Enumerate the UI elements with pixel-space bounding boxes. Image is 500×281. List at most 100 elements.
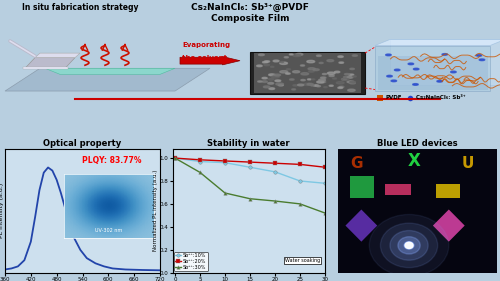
Sb³⁺:30% <box>247 197 253 200</box>
Circle shape <box>280 62 283 63</box>
Circle shape <box>268 74 275 76</box>
Circle shape <box>264 64 270 66</box>
Circle shape <box>328 72 335 74</box>
Sb³⁺:10% <box>297 179 303 183</box>
Circle shape <box>390 230 428 260</box>
Circle shape <box>348 89 355 91</box>
Circle shape <box>324 87 327 88</box>
Sb³⁺:20% <box>197 158 203 162</box>
Circle shape <box>301 73 308 75</box>
Title: Blue LED devices: Blue LED devices <box>376 139 458 148</box>
Polygon shape <box>35 53 80 58</box>
Circle shape <box>398 237 420 254</box>
Circle shape <box>275 80 280 81</box>
Circle shape <box>329 85 333 86</box>
Circle shape <box>268 78 274 80</box>
Circle shape <box>327 60 334 62</box>
Circle shape <box>292 71 300 73</box>
Text: PLQY: 83.77%: PLQY: 83.77% <box>82 156 142 165</box>
Circle shape <box>350 68 354 70</box>
Circle shape <box>329 75 334 76</box>
Circle shape <box>274 74 280 76</box>
Circle shape <box>405 242 413 248</box>
Circle shape <box>386 54 391 56</box>
Circle shape <box>339 62 344 63</box>
Circle shape <box>293 54 300 57</box>
Bar <box>390 39 500 85</box>
Sb³⁺:20% <box>322 166 328 169</box>
Circle shape <box>286 69 290 70</box>
Circle shape <box>347 81 354 83</box>
Circle shape <box>349 74 354 76</box>
Circle shape <box>280 62 287 64</box>
Circle shape <box>352 76 356 77</box>
Text: U: U <box>462 156 474 171</box>
Circle shape <box>268 82 274 84</box>
Circle shape <box>346 76 353 78</box>
Circle shape <box>293 85 298 86</box>
Sb³⁺:30% <box>322 211 328 215</box>
Circle shape <box>308 79 311 80</box>
Circle shape <box>442 54 448 55</box>
Circle shape <box>370 214 449 276</box>
Sb³⁺:30% <box>172 157 178 160</box>
Text: In situ fabrication strategy: In situ fabrication strategy <box>22 3 138 12</box>
Circle shape <box>284 57 288 58</box>
Circle shape <box>320 81 326 83</box>
Circle shape <box>408 63 414 65</box>
Circle shape <box>404 242 414 249</box>
Bar <box>22 67 68 69</box>
Circle shape <box>308 68 315 70</box>
Circle shape <box>479 59 484 61</box>
Sb³⁺:20% <box>172 157 178 160</box>
Circle shape <box>307 83 314 85</box>
Circle shape <box>262 62 268 63</box>
Circle shape <box>256 65 262 67</box>
Polygon shape <box>433 210 464 242</box>
Title: Optical property: Optical property <box>44 139 122 148</box>
Circle shape <box>342 78 347 80</box>
Circle shape <box>312 79 315 80</box>
Sb³⁺:30% <box>197 171 203 174</box>
Circle shape <box>338 87 342 89</box>
Circle shape <box>298 84 304 86</box>
Text: Water soaking: Water soaking <box>285 258 320 263</box>
Circle shape <box>313 69 319 71</box>
Circle shape <box>437 80 442 82</box>
Polygon shape <box>45 68 175 74</box>
Circle shape <box>296 53 303 55</box>
Sb³⁺:10% <box>222 161 228 164</box>
Circle shape <box>273 60 279 62</box>
Y-axis label: PL Intensity (a.u.): PL Intensity (a.u.) <box>0 183 4 238</box>
Circle shape <box>380 223 438 268</box>
Circle shape <box>290 79 294 80</box>
FancyArrow shape <box>180 56 240 65</box>
Sb³⁺:30% <box>297 202 303 206</box>
Circle shape <box>350 82 356 84</box>
Circle shape <box>258 54 264 56</box>
Text: G: G <box>350 156 363 171</box>
Text: PVDF: PVDF <box>386 95 402 100</box>
Sb³⁺:30% <box>272 199 278 203</box>
Polygon shape <box>375 39 500 46</box>
Circle shape <box>322 73 326 75</box>
Circle shape <box>317 81 324 83</box>
Text: Cs₂NaInCl₆: Sb³⁺: Cs₂NaInCl₆: Sb³⁺ <box>416 95 466 100</box>
Circle shape <box>311 85 314 86</box>
Bar <box>254 53 361 93</box>
Circle shape <box>292 89 296 90</box>
Circle shape <box>280 71 288 73</box>
Polygon shape <box>5 68 210 91</box>
Circle shape <box>342 78 349 81</box>
Circle shape <box>278 84 283 86</box>
Circle shape <box>264 86 270 88</box>
Circle shape <box>316 55 321 56</box>
Polygon shape <box>346 210 378 242</box>
Sb³⁺:20% <box>297 163 303 166</box>
Circle shape <box>270 66 274 67</box>
Circle shape <box>336 81 344 84</box>
Circle shape <box>286 73 290 74</box>
Circle shape <box>262 81 268 82</box>
Circle shape <box>350 81 356 83</box>
Circle shape <box>344 77 346 78</box>
